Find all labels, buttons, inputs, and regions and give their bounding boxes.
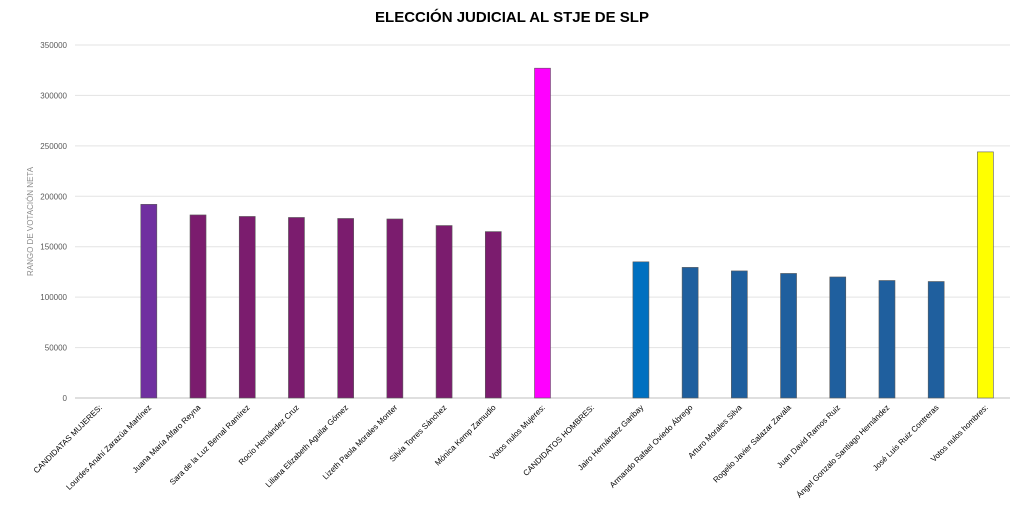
x-tick-label: Liliana Elizabeth Aguilar Gómez <box>264 403 350 489</box>
x-tick-label: Ángel Gonzalo Santiago Hernández <box>795 403 892 500</box>
bar <box>878 280 896 399</box>
x-axis-labels: CANDIDATAS MUJERES:Lourdes Anahí Zarazúa… <box>32 403 990 500</box>
bar <box>238 216 256 399</box>
bar <box>386 218 404 399</box>
y-tick-label: 150000 <box>40 243 67 252</box>
y-tick-label: 350000 <box>40 41 67 50</box>
bar <box>435 225 453 399</box>
y-axis-title: RANGO DE VOTACIÓN NETA <box>26 166 35 276</box>
y-tick-label: 200000 <box>40 192 67 201</box>
bar <box>681 267 699 399</box>
x-tick-label: Votos nulos hombres: <box>929 403 990 464</box>
y-axis-ticks: 0 50000 100000 150000 200000 250000 300000 3500… <box>40 41 67 403</box>
y-tick-label: 50000 <box>45 344 68 353</box>
bar <box>927 281 945 399</box>
x-tick-label: Arturo Morales Silva <box>686 403 744 461</box>
x-tick-label: Votos nulos Mujeres: <box>488 403 547 462</box>
bar <box>140 204 158 399</box>
bar <box>337 218 354 399</box>
bar <box>288 217 305 399</box>
bars <box>140 67 994 399</box>
y-tick-label: 300000 <box>40 91 67 100</box>
bar <box>731 270 748 399</box>
y-tick-label: 250000 <box>40 142 67 151</box>
y-tick-label: 100000 <box>40 293 67 302</box>
x-tick-label: Sara de la Luz Bernal Ramírez <box>168 403 252 487</box>
bar <box>534 67 551 399</box>
y-tick-label: 0 <box>63 394 68 403</box>
x-tick-label: Rogelio Javier Salazar Zavala <box>711 403 793 485</box>
bar <box>977 151 994 399</box>
bar <box>189 214 207 399</box>
bar <box>780 273 797 399</box>
x-tick-label: Lourdes Anahí Zarazúa Martínez <box>64 403 153 492</box>
x-tick-label: Armando Rafael Oviedo Ábrego <box>608 403 695 490</box>
bar <box>484 231 502 399</box>
bar <box>632 261 650 399</box>
chart-title: ELECCIÓN JUDICIAL AL STJE DE SLP <box>375 9 649 26</box>
bar <box>829 276 847 399</box>
